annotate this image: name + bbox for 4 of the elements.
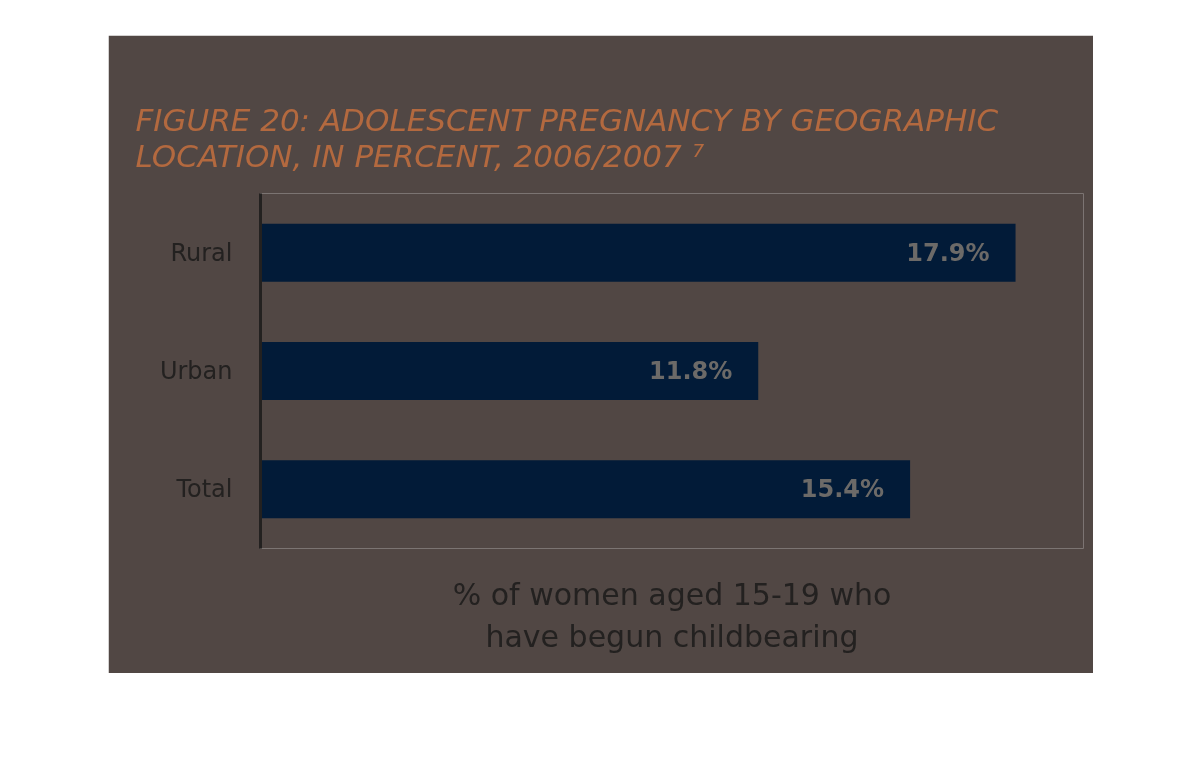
- data-label: 17.9%: [906, 238, 990, 267]
- data-label: 15.4%: [800, 475, 885, 504]
- chart-title: FIGURE 20: ADOLESCENT PREGNANCY BY GEOGRAPHIC LOCATION, IN PERCENT, 2006/2007 ⁷: [135, 101, 999, 174]
- data-label: 11.8%: [648, 357, 733, 385]
